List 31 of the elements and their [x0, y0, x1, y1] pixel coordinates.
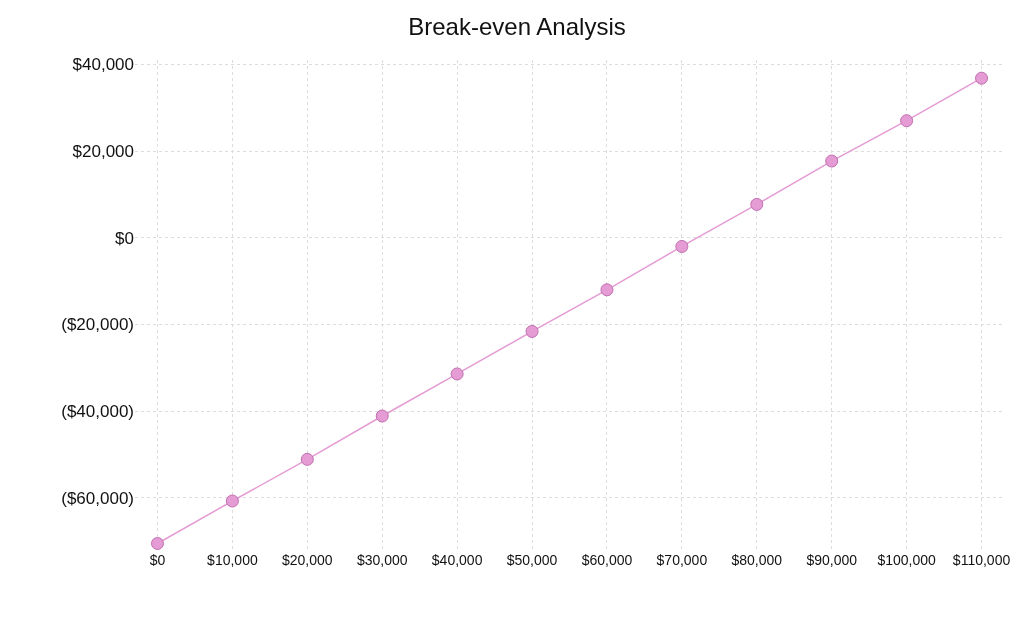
point	[450, 367, 464, 381]
x-tick-label: $50,000	[506, 552, 558, 568]
point	[225, 494, 239, 508]
point	[150, 537, 164, 550]
x-tick-label: $80,000	[731, 552, 783, 568]
x-tick-label: $0	[149, 552, 166, 568]
x-tick-label: $90,000	[806, 552, 858, 568]
x-tick-label: $30,000	[356, 552, 408, 568]
point	[825, 154, 839, 168]
chart-title: Break-even Analysis	[408, 13, 626, 41]
point	[975, 71, 989, 85]
x-tick-label: $70,000	[656, 552, 708, 568]
x-tick-label: $20,000	[282, 552, 333, 568]
y-tick-label: $0	[115, 228, 134, 248]
x-tick-label: $110,000	[952, 552, 1011, 568]
x-tick-label: $40,000	[431, 552, 483, 568]
point	[600, 283, 614, 297]
point	[675, 239, 689, 253]
x-tick-label: $100,000	[877, 552, 937, 568]
point	[375, 409, 389, 423]
y-tick-label: ($40,000)	[61, 402, 134, 422]
x-tick-label: $60,000	[581, 552, 633, 568]
y-tick-label: ($20,000)	[61, 315, 134, 335]
point	[750, 197, 764, 211]
point	[525, 324, 539, 338]
point	[900, 114, 914, 128]
x-tick-label: $10,000	[207, 552, 258, 568]
y-tick-label: $20,000	[72, 142, 134, 162]
y-tick-label: ($60,000)	[61, 488, 134, 508]
point	[300, 452, 314, 466]
y-tick-label: $40,000	[72, 55, 134, 75]
